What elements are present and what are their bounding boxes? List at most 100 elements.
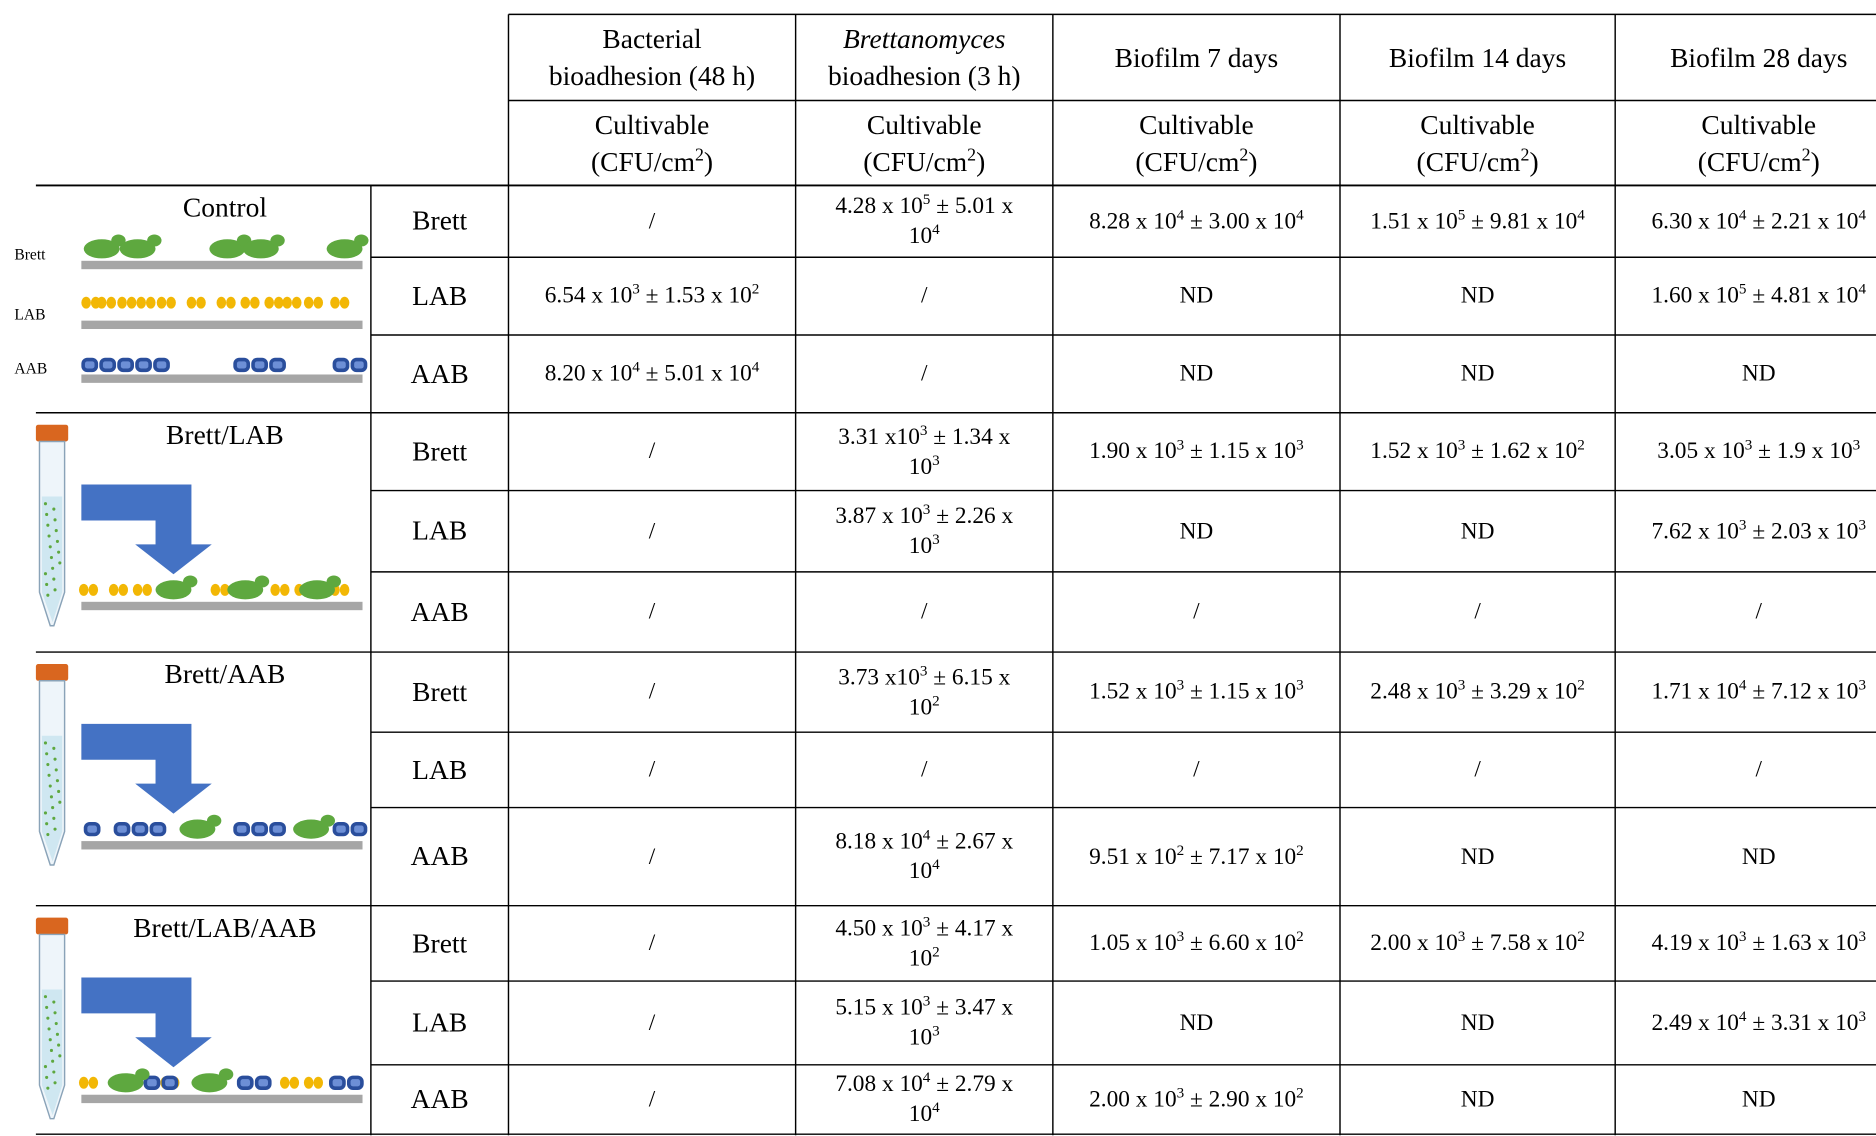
text-part: 7.62 x 10 bbox=[1651, 518, 1739, 544]
value-cell: 6.54 x 103 ± 1.53 x 102 bbox=[508, 257, 795, 335]
superscript: 4 bbox=[932, 1098, 940, 1116]
text-part: 1.51 x 10 bbox=[1370, 208, 1458, 234]
value-cell: 1.52 x 103 ± 1.62 x 102 bbox=[1340, 413, 1615, 491]
superscript: 4 bbox=[1577, 205, 1585, 223]
text-part: ± 1.62 x 10 bbox=[1465, 439, 1578, 465]
lab-cell bbox=[250, 296, 260, 309]
aab-inner bbox=[120, 361, 131, 369]
superscript: 4 bbox=[922, 1069, 931, 1086]
diagram-label: AAB bbox=[14, 358, 48, 377]
text-part: 8.18 x 10 bbox=[835, 829, 923, 855]
text-part: 4.19 x 10 bbox=[1651, 930, 1739, 956]
tube-cell bbox=[53, 757, 57, 761]
value-cell: / bbox=[648, 599, 656, 625]
lab-cell bbox=[220, 583, 230, 596]
text-part: Cultivable bbox=[1420, 109, 1535, 140]
superscript: 3 bbox=[1738, 927, 1747, 945]
arrow bbox=[81, 977, 212, 1068]
lab-cell bbox=[210, 583, 221, 596]
tube-cell bbox=[51, 566, 55, 570]
value-cell: 3.05 x 103 ± 1.9 x 103 bbox=[1615, 413, 1876, 491]
value-cell: 2.00 x 103 ± 7.58 x 102 bbox=[1340, 906, 1615, 981]
yeast-bud bbox=[135, 1068, 150, 1081]
yeast-bud bbox=[206, 814, 222, 827]
superscript: 3 bbox=[1457, 927, 1466, 945]
value-text: 9.51 x 102 ± 7.17 x 102 bbox=[1089, 842, 1304, 872]
column-header: Biofilm 7 days bbox=[1053, 14, 1340, 100]
text-part: 1.52 x 10 bbox=[1370, 439, 1458, 465]
lab-cell bbox=[303, 296, 314, 309]
value-cell: 7.08 x 104 ± 2.79 x 104 bbox=[796, 1065, 1053, 1134]
group-label: Brett/AAB bbox=[164, 659, 286, 690]
text-part: Cultivable bbox=[866, 109, 982, 140]
subheader-line: (CFU/cm2) bbox=[1417, 143, 1539, 180]
value-text: 1.51 x 105 ± 9.81 x 104 bbox=[1370, 206, 1585, 236]
aab-inner bbox=[336, 361, 346, 369]
text-part: (CFU/cm bbox=[1135, 146, 1240, 177]
value-text: 6.30 x 104 ± 2.21 x 104 bbox=[1651, 206, 1866, 236]
aab-inner bbox=[87, 825, 97, 833]
text-part: ± 3.00 x 10 bbox=[1184, 208, 1297, 234]
text-part: ± 3.47 x 10 bbox=[908, 995, 1014, 1051]
value-text: 3.73 x103 ± 6.15 x 102 bbox=[822, 662, 1027, 722]
text-part: ± 1.63 x 10 bbox=[1746, 930, 1859, 956]
column-subheader: Cultivable (CFU/cm2) bbox=[1340, 101, 1615, 186]
tube-cell bbox=[52, 507, 56, 511]
value-cell: / bbox=[648, 1010, 656, 1036]
text-part: (CFU/cm bbox=[1416, 146, 1521, 177]
value-text: 1.05 x 103 ± 6.60 x 102 bbox=[1089, 928, 1304, 958]
header-line: Bacterial bbox=[602, 20, 701, 57]
column-header: Biofilm 14 days bbox=[1340, 14, 1615, 100]
lab-cell bbox=[291, 296, 302, 309]
aab-inner bbox=[258, 1079, 269, 1087]
superscript: 2 bbox=[1296, 927, 1304, 945]
substrate bbox=[81, 601, 363, 611]
superscript: 2 bbox=[1801, 145, 1811, 165]
value-cell: 3.73 x103 ± 6.15 x 102 bbox=[796, 652, 1053, 732]
value-cell: 1.60 x 105 ± 4.81 x 104 bbox=[1615, 257, 1876, 335]
lab-cell bbox=[313, 296, 324, 309]
superscript: 2 bbox=[751, 280, 760, 298]
text-part: Cultivable bbox=[1139, 109, 1254, 140]
lab-cell bbox=[282, 296, 292, 309]
tube-cell bbox=[53, 827, 57, 831]
tube-cell bbox=[43, 572, 48, 576]
superscript: 2 bbox=[1296, 841, 1304, 858]
value-cell: / bbox=[1755, 757, 1762, 783]
text-part: 1.05 x 10 bbox=[1089, 930, 1177, 956]
diagram-label: LAB bbox=[14, 305, 46, 324]
text-part: ± 3.29 x 10 bbox=[1465, 679, 1578, 705]
aab-inner bbox=[332, 1079, 343, 1087]
superscript: 3 bbox=[1176, 676, 1185, 694]
tube-cell bbox=[51, 806, 55, 810]
value-text: 6.54 x 103 ± 1.53 x 102 bbox=[545, 281, 760, 311]
superscript: 5 bbox=[1738, 280, 1747, 298]
subheader-line: (CFU/cm2) bbox=[591, 143, 713, 180]
value-text: 3.05 x 103 ± 1.9 x 103 bbox=[1657, 437, 1860, 467]
tube-cell bbox=[55, 539, 59, 543]
tube-cell bbox=[49, 795, 54, 799]
subheader-line: Cultivable bbox=[1420, 106, 1535, 143]
tube-cell bbox=[47, 1027, 51, 1031]
value-cell: 1.05 x 103 ± 6.60 x 102 bbox=[1053, 906, 1340, 981]
value-cell: 5.15 x 103 ± 3.47 x 103 bbox=[796, 981, 1053, 1065]
lab-cell bbox=[117, 296, 127, 309]
text-part: ± 5.01 x 10 bbox=[908, 193, 1014, 249]
value-cell: 8.28 x 104 ± 3.00 x 104 bbox=[1053, 185, 1340, 257]
text-part: (CFU/cm bbox=[863, 146, 968, 177]
value-cell: ND bbox=[1741, 844, 1776, 870]
text-part: ± 6.60 x 10 bbox=[1184, 930, 1297, 956]
value-cell: ND bbox=[1460, 1086, 1495, 1113]
aab-inner bbox=[272, 825, 283, 833]
superscript: 2 bbox=[932, 942, 940, 960]
substrate bbox=[81, 1094, 363, 1104]
tube-cell bbox=[54, 529, 58, 533]
text-part: 1.60 x 10 bbox=[1651, 283, 1739, 309]
column-subheader: Cultivable (CFU/cm2) bbox=[1053, 101, 1340, 186]
header-line: bioadhesion (3 h) bbox=[828, 57, 1021, 94]
superscript: 3 bbox=[1858, 676, 1867, 694]
tube-cell bbox=[52, 1070, 56, 1074]
text-part: ± 4.17 x 10 bbox=[908, 915, 1014, 971]
tube-cell bbox=[48, 784, 52, 788]
subheader-line: Cultivable bbox=[1139, 106, 1254, 143]
